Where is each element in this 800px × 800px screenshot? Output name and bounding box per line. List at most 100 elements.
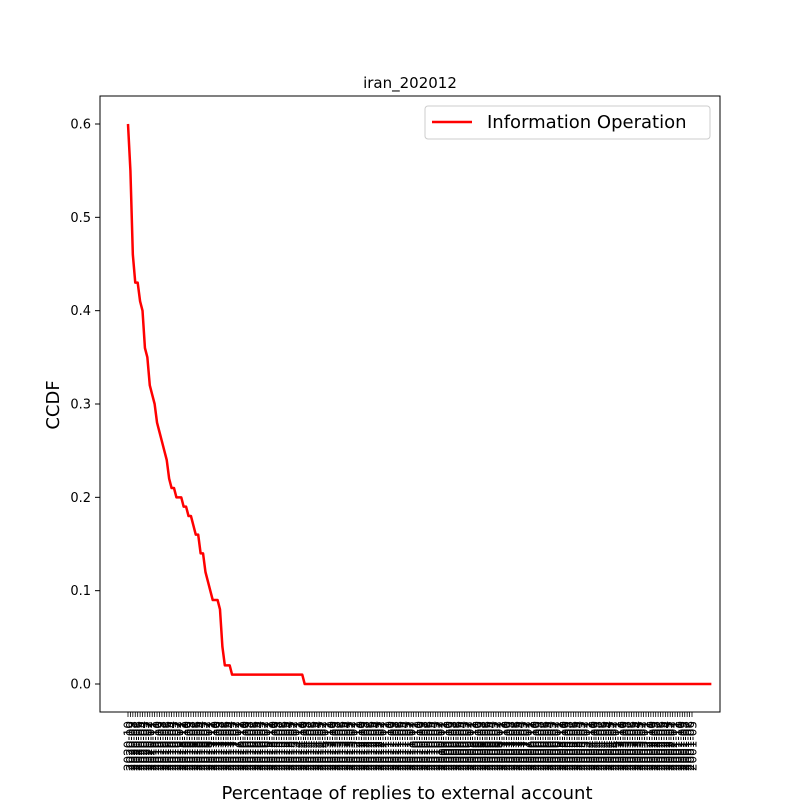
x-tick-label: 2011-10 bbox=[383, 721, 397, 771]
x-tick-label: 2004-02 bbox=[606, 721, 620, 771]
x-tick-label: 2012-12 bbox=[349, 721, 363, 771]
x-tick-label: 2016-11 bbox=[235, 721, 249, 771]
x-tick-label: 2012-11 bbox=[351, 721, 365, 771]
x-tick-label: 2018-03 bbox=[197, 721, 211, 771]
x-tick-label: 2002-10 bbox=[644, 721, 658, 771]
x-tick-label: 2005-10 bbox=[557, 721, 571, 771]
x-tick-label: 2015-08 bbox=[272, 721, 286, 771]
x-tick-label: 2003-08 bbox=[620, 721, 634, 771]
x-tick-label: 2020-02 bbox=[141, 721, 155, 771]
x-tick-label: 2008-11 bbox=[468, 721, 482, 771]
x-tick-label: 2002-03 bbox=[661, 721, 675, 771]
x-tick-label: 2016-01 bbox=[259, 721, 273, 771]
x-tick-label: 2012-09 bbox=[356, 721, 370, 771]
x-tick-label: 2001-06 bbox=[683, 721, 697, 771]
x-tick-label: 2003-12 bbox=[610, 721, 624, 771]
x-tick-label: 2018-08 bbox=[184, 721, 198, 771]
x-tick-label: 2012-10 bbox=[354, 721, 368, 771]
x-tick-label: 2015-04 bbox=[281, 721, 295, 771]
x-tick-label: 2012-08 bbox=[359, 721, 373, 771]
x-tick-label: 2009-09 bbox=[443, 721, 457, 771]
x-tick-label: 2006-07 bbox=[535, 721, 549, 771]
x-tick-label: 2016-09 bbox=[240, 721, 254, 771]
x-tick-label: 2003-06 bbox=[625, 721, 639, 771]
x-tick-label: 2004-08 bbox=[591, 721, 605, 771]
x-tick-label: 2005-01 bbox=[579, 721, 593, 771]
x-tick-label: 2010-01 bbox=[434, 721, 448, 771]
x-tick-label: 2017-08 bbox=[213, 721, 227, 771]
x-tick-label: 2013-11 bbox=[322, 721, 336, 771]
x-tick-label: 2010-04 bbox=[426, 721, 440, 771]
series-line-information-operation bbox=[126, 123, 712, 686]
x-tick-label: 2012-02 bbox=[373, 721, 387, 771]
x-tick-label: 2014-01 bbox=[318, 721, 332, 771]
x-tick-label: 2019-03 bbox=[167, 721, 181, 771]
x-tick-label: 2012-06 bbox=[364, 721, 378, 771]
x-tick-label: 2018-09 bbox=[182, 721, 196, 771]
x-tick-label: 2007-05 bbox=[511, 721, 525, 771]
x-tick-label: 2014-09 bbox=[298, 721, 312, 771]
y-tick-label: 0.0 bbox=[70, 678, 91, 693]
x-tick-label: 2019-01 bbox=[172, 721, 186, 771]
x-tick-label: 2008-04 bbox=[485, 721, 499, 771]
x-tick-label: 2007-11 bbox=[497, 721, 511, 771]
x-tick-label: 2011-03 bbox=[400, 721, 414, 771]
y-tick-label: 0.2 bbox=[70, 491, 91, 506]
x-tick-label: 2016-04 bbox=[252, 721, 266, 771]
x-tick-label: 2008-06 bbox=[480, 721, 494, 771]
x-tick-label: 2016-12 bbox=[233, 721, 247, 771]
x-tick-label: 2007-01 bbox=[521, 721, 535, 771]
x-tick-label: 2009-07 bbox=[448, 721, 462, 771]
x-tick-label: 2006-08 bbox=[533, 721, 547, 771]
x-tick-label: 2012-05 bbox=[366, 721, 380, 771]
x-tick-label: 2010-08 bbox=[417, 721, 431, 771]
x-tick-label: 2005-05 bbox=[569, 721, 583, 771]
x-tick-label: 2001-05 bbox=[686, 721, 700, 771]
x-tick-label: 2007-07 bbox=[506, 721, 520, 771]
x-tick-label: 2008-08 bbox=[475, 721, 489, 771]
x-tick-label: 2003-01 bbox=[637, 721, 651, 771]
x-tick-label: 2008-07 bbox=[477, 721, 491, 771]
x-tick-label: 2016-06 bbox=[247, 721, 261, 771]
x-tick-label: 2011-01 bbox=[405, 721, 419, 771]
x-tick-label: 2015-11 bbox=[264, 721, 278, 771]
x-tick-label: 2003-11 bbox=[613, 721, 627, 771]
x-tick-label: 2001-09 bbox=[676, 721, 690, 771]
legend-label: Information Operation bbox=[487, 112, 687, 133]
x-tick-label: 2009-11 bbox=[439, 721, 453, 771]
x-tick-label: 2018-06 bbox=[189, 721, 203, 771]
y-tick-label: 0.6 bbox=[70, 118, 91, 133]
x-tick-label: 2017-11 bbox=[206, 721, 220, 771]
x-tick-label: 2007-08 bbox=[504, 721, 518, 771]
x-tick-label: 2004-12 bbox=[581, 721, 595, 771]
x-tick-label: 2019-11 bbox=[148, 721, 162, 771]
x-tick-label: 2007-06 bbox=[509, 721, 523, 771]
x-tick-label: 2020-05 bbox=[134, 721, 148, 771]
x-tick-label: 2011-09 bbox=[385, 721, 399, 771]
x-tick-label: 2015-12 bbox=[262, 721, 276, 771]
x-tick-label: 2014-07 bbox=[303, 721, 317, 771]
x-tick-label: 2017-12 bbox=[204, 721, 218, 771]
x-tick-label: 2016-08 bbox=[243, 721, 257, 771]
x-tick-label: 2005-09 bbox=[560, 721, 574, 771]
x-tick-label: 2010-02 bbox=[431, 721, 445, 771]
x-tick-label: 2014-04 bbox=[310, 721, 324, 771]
x-tick-label: 2008-10 bbox=[470, 721, 484, 771]
x-tick-label: 2004-07 bbox=[594, 721, 608, 771]
x-tick-label: 2013-10 bbox=[325, 721, 339, 771]
x-tick-label: 2010-05 bbox=[424, 721, 438, 771]
legend-box bbox=[424, 105, 711, 140]
x-tick-label: 2009-02 bbox=[460, 721, 474, 771]
x-tick-label: 2002-12 bbox=[640, 721, 654, 771]
y-axis-label: CCDF bbox=[43, 380, 64, 429]
x-tick-label: 2013-05 bbox=[337, 721, 351, 771]
x-tick-label: 2018-10 bbox=[180, 721, 194, 771]
x-tick-label: 2002-06 bbox=[654, 721, 668, 771]
x-tick-label: 2012-07 bbox=[361, 721, 375, 771]
x-tick-label: 2003-02 bbox=[635, 721, 649, 771]
x-tick-label: 2013-09 bbox=[327, 721, 341, 771]
x-tick-label: 2016-07 bbox=[245, 721, 259, 771]
x-tick-label: 2015-06 bbox=[276, 721, 290, 771]
x-tick-label: 2007-03 bbox=[516, 721, 530, 771]
x-tick-label: 2019-09 bbox=[153, 721, 167, 771]
